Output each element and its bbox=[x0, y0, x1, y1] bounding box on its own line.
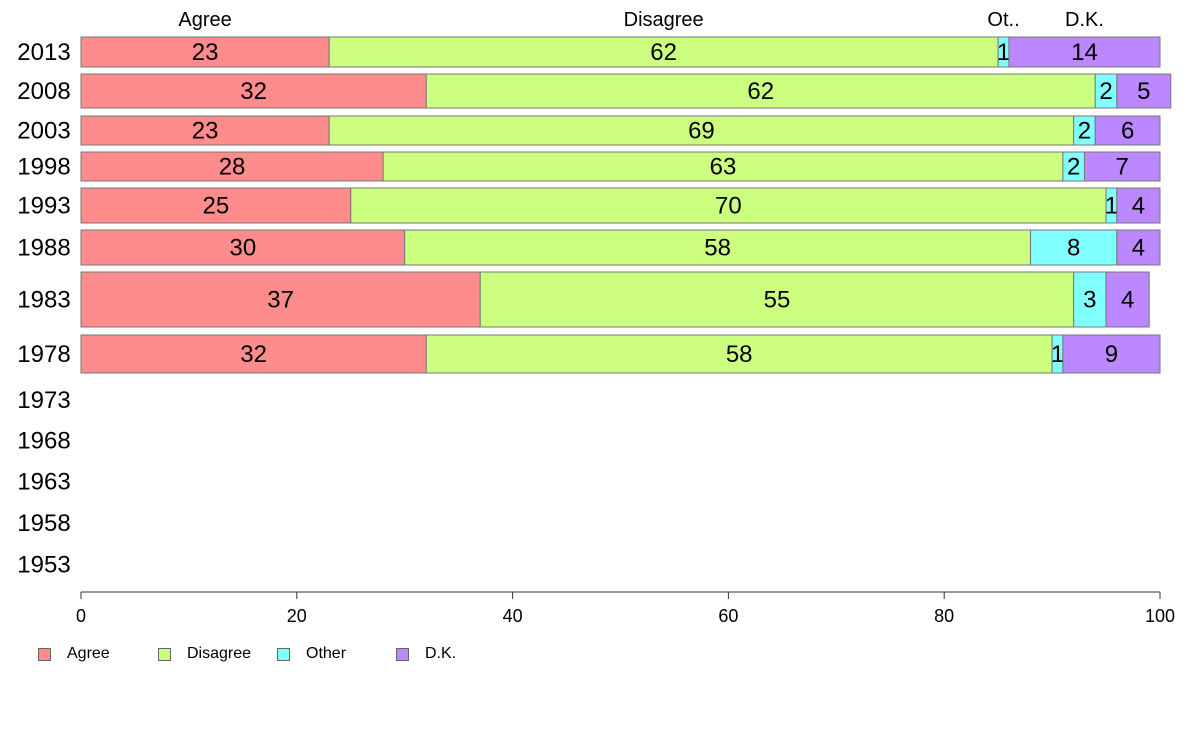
bar-disagree-2013 bbox=[328, 36, 999, 68]
data-label-disagree-1993: 70 bbox=[715, 193, 742, 220]
data-label-other-1983: 3 bbox=[1083, 287, 1096, 314]
y-tick-label-1988: 1988 bbox=[17, 235, 70, 262]
legend-swatch-agree bbox=[38, 647, 51, 661]
data-label-d-k-2008: 5 bbox=[1137, 78, 1150, 105]
legend-swatch-other bbox=[277, 647, 290, 661]
bar-agree-1983 bbox=[80, 271, 481, 328]
y-tick-label-1963: 1963 bbox=[17, 469, 70, 496]
data-label-disagree-2008: 62 bbox=[747, 78, 774, 105]
bar-disagree-2003 bbox=[328, 115, 1075, 146]
x-axis: 0 20 40 60 80 100 bbox=[76, 591, 1175, 626]
legend-item-disagree: Disagree bbox=[158, 645, 251, 663]
data-label-other-2008: 2 bbox=[1099, 78, 1112, 105]
column-headers: Agree Disagree Ot.. D.K. bbox=[178, 9, 1104, 31]
y-tick-label-1998: 1998 bbox=[17, 154, 70, 181]
data-label-agree-1983: 37 bbox=[267, 287, 294, 314]
legend-label-disagree: Disagree bbox=[187, 645, 252, 662]
bar-agree-1988 bbox=[80, 229, 406, 266]
data-label-other-1993: 1 bbox=[1105, 193, 1118, 220]
data-label-agree-1988: 30 bbox=[229, 235, 256, 262]
data-label-d-k-1983: 4 bbox=[1121, 287, 1134, 314]
legend-item-dk: D.K. bbox=[396, 645, 456, 663]
data-label-agree-1993: 25 bbox=[203, 193, 230, 220]
data-label-agree-1998: 28 bbox=[219, 154, 246, 181]
legend-item-other: Other bbox=[277, 645, 346, 663]
data-label-other-1988: 8 bbox=[1067, 235, 1080, 262]
x-tick-label-20: 20 bbox=[287, 606, 307, 626]
column-header-disagree: Disagree bbox=[624, 9, 704, 31]
bar-disagree-1988 bbox=[404, 229, 1032, 266]
column-header-ot: Ot.. bbox=[987, 9, 1019, 31]
data-label-disagree-2013: 62 bbox=[650, 39, 677, 66]
bar-d-k-1993 bbox=[1116, 187, 1161, 224]
data-label-d-k-2013: 14 bbox=[1071, 39, 1098, 66]
y-tick-label-1993: 1993 bbox=[17, 193, 70, 220]
y-tick-label-1973: 1973 bbox=[17, 387, 70, 414]
data-label-other-1998: 2 bbox=[1067, 154, 1080, 181]
bar-agree-2013 bbox=[80, 36, 330, 68]
legend-swatch-dk bbox=[396, 647, 409, 661]
bar-d-k-2003 bbox=[1094, 115, 1161, 146]
data-label-other-2013: 1 bbox=[997, 39, 1010, 66]
y-tick-label-2008: 2008 bbox=[17, 78, 70, 105]
x-tick-label-0: 0 bbox=[76, 606, 86, 626]
data-label-d-k-1978: 9 bbox=[1105, 341, 1118, 368]
bar-agree-1998 bbox=[80, 151, 384, 182]
data-label-agree-2013: 23 bbox=[192, 39, 219, 66]
bar-d-k-2013 bbox=[1008, 36, 1161, 68]
legend-label-dk: D.K. bbox=[425, 645, 457, 662]
bar-d-k-1988 bbox=[1116, 229, 1161, 266]
data-label-d-k-2003: 6 bbox=[1121, 118, 1134, 145]
legend-swatch-disagree bbox=[158, 647, 171, 661]
legend-item-agree: Agree bbox=[38, 645, 110, 663]
data-label-agree-2008: 32 bbox=[240, 78, 267, 105]
data-label-disagree-1988: 58 bbox=[704, 235, 731, 262]
bar-agree-1993 bbox=[80, 187, 352, 224]
data-label-disagree-2003: 69 bbox=[688, 118, 715, 145]
data-label-disagree-1983: 55 bbox=[764, 287, 791, 314]
data-label-agree-1978: 32 bbox=[240, 341, 267, 368]
bar-disagree-1983 bbox=[479, 271, 1075, 328]
column-header-d-k: D.K. bbox=[1065, 9, 1104, 31]
bar-agree-2003 bbox=[80, 115, 330, 146]
bar-agree-1978 bbox=[80, 334, 427, 374]
data-label-d-k-1988: 4 bbox=[1132, 235, 1145, 262]
bar-other-1983 bbox=[1073, 271, 1107, 328]
y-tick-label-2013: 2013 bbox=[17, 39, 70, 66]
bar-disagree-1978 bbox=[425, 334, 1053, 374]
data-label-other-2003: 2 bbox=[1078, 118, 1091, 145]
bar-disagree-1998 bbox=[382, 151, 1064, 182]
bar-d-k-1983 bbox=[1105, 271, 1150, 328]
bar-disagree-1993 bbox=[350, 187, 1107, 224]
data-label-disagree-1978: 58 bbox=[726, 341, 753, 368]
y-tick-label-1978: 1978 bbox=[17, 341, 70, 368]
x-tick-label-100: 100 bbox=[1145, 606, 1175, 626]
y-tick-label-1968: 1968 bbox=[17, 428, 70, 455]
bar-d-k-1998 bbox=[1083, 151, 1161, 182]
y-tick-label-1983: 1983 bbox=[17, 287, 70, 314]
y-axis-labels: 2013 2008 2003 1998 1993 1988 1983 1978 1973 1968… bbox=[17, 39, 70, 579]
bar-other-1988 bbox=[1030, 229, 1118, 266]
y-tick-label-2003: 2003 bbox=[17, 118, 70, 145]
legend-label-other: Other bbox=[306, 645, 347, 662]
data-label-other-1978: 1 bbox=[1051, 341, 1064, 368]
legend-label-agree: Agree bbox=[67, 645, 110, 662]
data-label-agree-2003: 23 bbox=[192, 118, 219, 145]
y-tick-label-1953: 1953 bbox=[17, 552, 70, 579]
data-label-disagree-1998: 63 bbox=[710, 154, 737, 181]
bar-disagree-2008 bbox=[425, 73, 1096, 109]
data-label-d-k-1993: 4 bbox=[1132, 193, 1145, 220]
x-tick-label-60: 60 bbox=[718, 606, 738, 626]
y-tick-label-1958: 1958 bbox=[17, 510, 70, 537]
bar-d-k-2008 bbox=[1116, 73, 1172, 109]
x-tick-label-80: 80 bbox=[934, 606, 954, 626]
data-label-d-k-1998: 7 bbox=[1116, 154, 1129, 181]
x-tick-label-40: 40 bbox=[503, 606, 523, 626]
column-header-agree: Agree bbox=[178, 9, 231, 31]
bar-d-k-1978 bbox=[1062, 334, 1161, 374]
